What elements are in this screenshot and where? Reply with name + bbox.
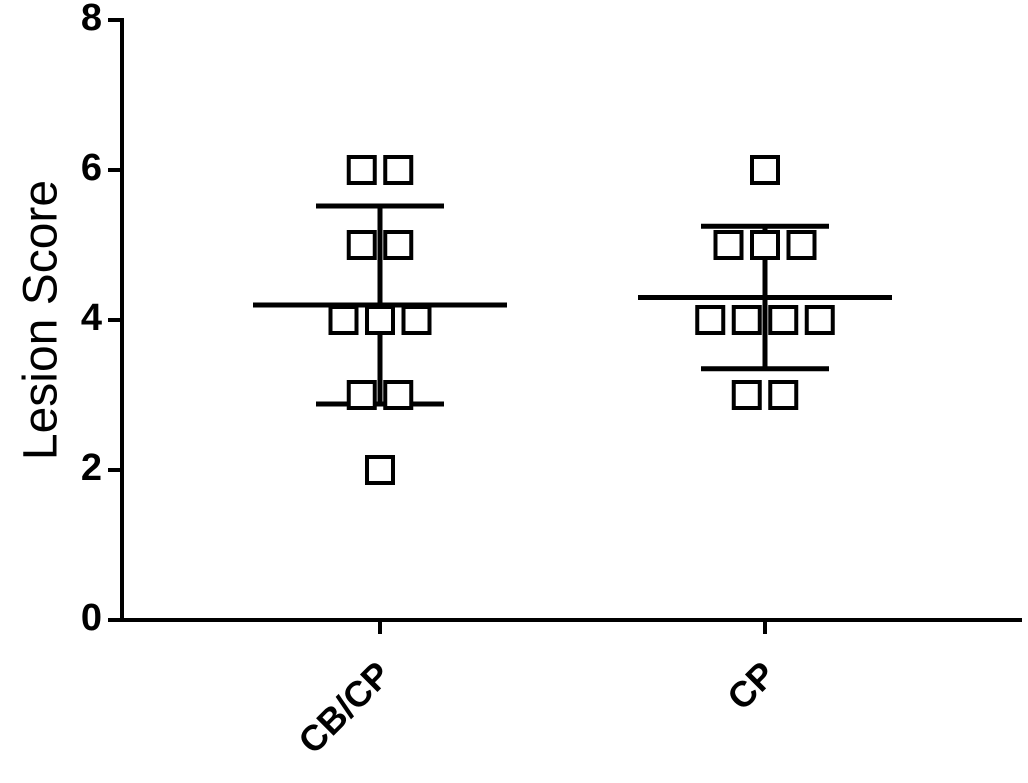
point: [731, 380, 762, 410]
point: [365, 305, 395, 335]
y-tick-label: 2: [81, 447, 102, 489]
point: [365, 455, 395, 485]
point: [768, 305, 799, 335]
y-axis-label: Lesion Score: [15, 180, 68, 460]
point: [346, 230, 377, 260]
x-tick-label: CP: [719, 653, 783, 717]
point: [804, 305, 835, 335]
point: [328, 305, 359, 335]
point: [695, 305, 726, 335]
x-tick-label: CB/CP: [290, 653, 398, 761]
point: [346, 155, 377, 185]
point: [750, 230, 780, 260]
y-tick-label: 6: [81, 147, 102, 189]
y-tick-label: 0: [81, 597, 102, 639]
point: [786, 230, 817, 260]
point: [750, 155, 780, 185]
point: [713, 230, 744, 260]
point: [383, 380, 414, 410]
point: [768, 380, 799, 410]
y-tick-label: 8: [81, 0, 102, 39]
point: [346, 380, 377, 410]
point: [383, 155, 414, 185]
y-tick-label: 4: [81, 297, 102, 339]
point: [401, 305, 432, 335]
point: [731, 305, 762, 335]
point: [383, 230, 414, 260]
